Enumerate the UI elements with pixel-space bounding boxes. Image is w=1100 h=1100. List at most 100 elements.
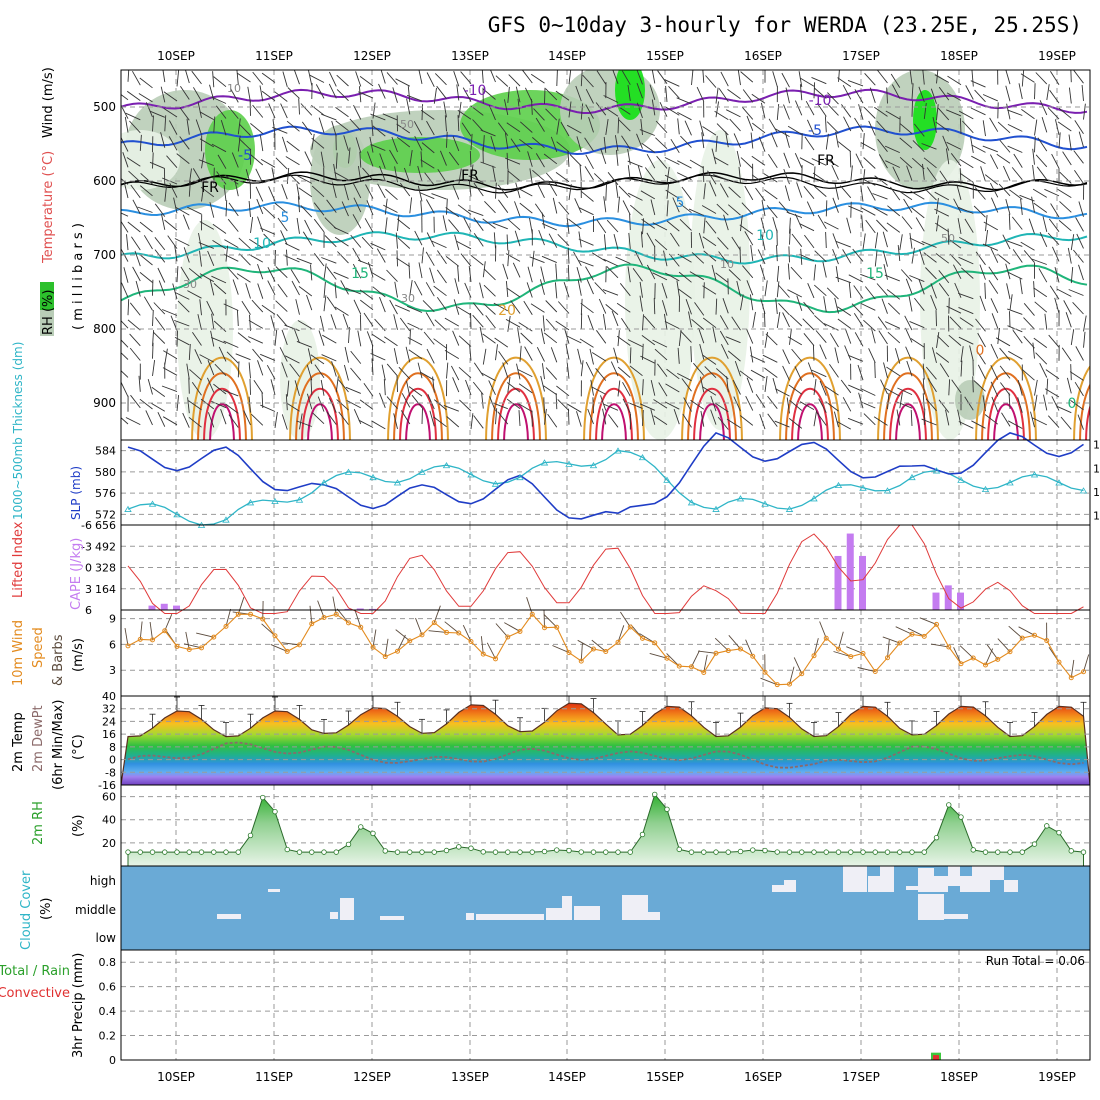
precip-total-label: Total / Rain <box>0 964 70 979</box>
thickness-marker <box>834 481 843 489</box>
upper-barb <box>353 104 362 120</box>
upper-barb <box>947 238 962 249</box>
upper-barb <box>539 279 545 295</box>
upper-barb <box>720 71 729 87</box>
upper-barb <box>492 402 508 410</box>
upper-barb <box>999 139 1011 153</box>
rh-moist-region-7 <box>360 137 480 173</box>
upper-barb <box>930 88 937 104</box>
upper-barb <box>739 370 754 381</box>
upper-barb <box>1075 217 1084 232</box>
upper-barb <box>1034 379 1038 396</box>
upper-barb <box>532 169 545 182</box>
upper-barb <box>725 109 741 118</box>
wind10-marker <box>321 614 327 620</box>
upper-barb <box>350 367 362 381</box>
upper-barb <box>407 305 423 313</box>
upper-barb <box>776 312 781 328</box>
upper-barb <box>1044 188 1060 197</box>
upper-barb <box>897 387 913 396</box>
upper-barb <box>958 110 974 120</box>
cape-bar <box>859 555 866 610</box>
run-total-label: Run Total = 0.06 <box>986 954 1085 968</box>
rh2m-marker <box>1068 848 1074 854</box>
thickness-marker <box>638 453 647 461</box>
wind10-marker <box>137 636 143 642</box>
upper-barb <box>812 344 815 361</box>
upper-barb <box>260 353 276 361</box>
wind10-barb <box>139 621 143 640</box>
upper-barb <box>218 346 227 362</box>
upper-barb <box>877 70 888 84</box>
upper-barb <box>458 366 472 379</box>
cloud-block-26 <box>944 914 968 919</box>
temp-tick-32: 32 <box>102 703 116 716</box>
wind10-barb <box>698 650 717 654</box>
upper-barb <box>565 343 570 360</box>
upper-barb <box>665 189 680 199</box>
wind-tick-3: 3 <box>109 664 116 677</box>
upper-barb <box>431 240 447 249</box>
upper-barb <box>472 381 484 395</box>
upper-barb <box>858 392 864 409</box>
wind10-marker <box>186 647 192 653</box>
upper-barb <box>921 418 937 426</box>
wind10-barb <box>433 605 441 623</box>
rh2m-marker <box>431 849 437 855</box>
upper-barb <box>702 236 717 247</box>
upper-barb <box>784 185 790 202</box>
upper-barb <box>953 264 962 280</box>
rh2m-marker <box>995 849 1001 855</box>
upper-barb <box>909 232 913 249</box>
upper-barb <box>629 213 631 231</box>
upper-barb <box>495 344 498 361</box>
upper-barb <box>555 320 570 331</box>
thickness-marker <box>687 499 696 506</box>
wind10-barb <box>270 643 288 652</box>
upper-barb <box>886 87 888 104</box>
upper-barb <box>154 237 166 251</box>
rh2m-marker <box>1044 823 1050 829</box>
upper-barb <box>839 185 852 199</box>
upper-barb <box>699 343 705 360</box>
contour-loop-6-1 <box>785 372 835 440</box>
rh2m-marker <box>211 849 217 855</box>
upper-barb <box>1033 337 1048 348</box>
upper-barb <box>1056 405 1072 414</box>
upper-barb <box>824 116 827 133</box>
upper-barb <box>480 129 496 137</box>
upper-barb <box>497 184 509 198</box>
upper-barb <box>456 241 472 250</box>
upper-barb <box>311 137 325 149</box>
contour-loop-6-3 <box>797 403 823 440</box>
upper-barb <box>543 385 558 396</box>
upper-barb <box>446 198 448 215</box>
upper-barb <box>493 232 496 249</box>
rh2m-marker <box>235 849 241 855</box>
wind10-barb <box>261 623 276 637</box>
upper-barb <box>353 197 362 213</box>
upper-barb <box>580 190 594 202</box>
upper-barb <box>507 250 510 267</box>
upper-barb <box>284 355 300 364</box>
thickness-marker <box>491 480 500 487</box>
upper-barb <box>739 224 754 235</box>
contour-label-13: 20 <box>498 303 516 319</box>
upper-barb <box>220 119 227 136</box>
upper-barb <box>238 237 251 250</box>
upper-barb <box>835 266 839 283</box>
upper-barb <box>640 355 655 364</box>
upper-barb <box>677 118 680 135</box>
upper-barb <box>408 262 411 279</box>
wind10-marker <box>1068 675 1074 681</box>
upper-barb <box>1007 240 1023 247</box>
upper-barb <box>372 286 386 298</box>
upper-barb <box>813 87 827 99</box>
upper-barb <box>945 148 950 165</box>
upper-barb <box>335 107 349 118</box>
upper-barb <box>245 283 251 299</box>
upper-barb <box>874 361 876 379</box>
rh2m-marker <box>492 849 499 855</box>
rh2m-marker <box>1031 841 1038 847</box>
